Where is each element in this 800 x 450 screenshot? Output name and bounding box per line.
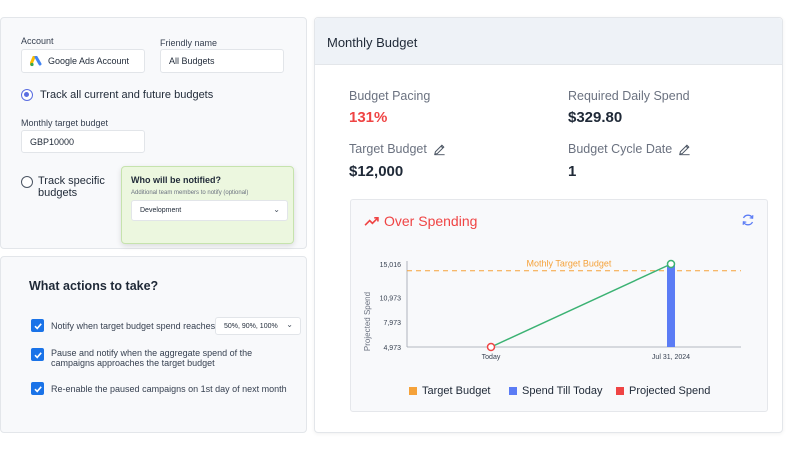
account-label: Account	[21, 36, 54, 46]
y-tick-label: 10,973	[380, 295, 402, 302]
account-select[interactable]: Google Ads Account	[21, 49, 145, 73]
pacing-value: 131%	[349, 109, 388, 126]
projected-point-start	[486, 342, 496, 352]
chevron-down-icon: ⌄	[286, 320, 293, 329]
required-daily-value: $329.80	[568, 109, 623, 126]
pause-campaigns-text: Pause and notify when the aggregate spen…	[51, 348, 252, 368]
projected-point-end	[666, 259, 676, 269]
track-all-radio[interactable]	[21, 89, 33, 101]
pencil-icon[interactable]	[678, 143, 691, 156]
monthly-target-value: GBP10000	[30, 136, 75, 147]
track-specific-label: Track specific budgets	[38, 175, 105, 199]
legend-label: Spend Till Today	[522, 385, 603, 397]
spend-bar	[667, 264, 675, 347]
actions-title: What actions to take?	[29, 279, 159, 293]
x-tick-label: Jul 31, 2024	[652, 354, 690, 361]
chevron-down-icon: ⌄	[273, 205, 280, 214]
y-tick-label: 7,973	[383, 320, 401, 327]
status-row: Over Spending	[364, 213, 477, 229]
y-axis-label: Projected Spend	[363, 292, 372, 351]
budget-settings-panel: Account Google Ads Account Friendly name…	[0, 17, 307, 249]
track-specific-line1: Track specific	[38, 175, 105, 187]
monthly-target-input[interactable]: GBP10000	[21, 130, 145, 153]
monthly-budget-panel: Monthly Budget Budget Pacing 131% Requir…	[314, 17, 783, 433]
check-icon	[33, 351, 42, 359]
budget-header: Monthly Budget	[315, 18, 782, 65]
track-all-label: Track all current and future budgets	[40, 89, 214, 101]
legend-label: Projected Spend	[629, 385, 711, 397]
legend-swatch	[409, 387, 417, 395]
projected-line	[490, 263, 672, 348]
pacing-label: Budget Pacing	[349, 89, 431, 103]
legend-spend-till-today: Spend Till Today	[509, 385, 603, 397]
cycle-date-value: 1	[568, 163, 577, 180]
notify-threshold-text: Notify when target budget spend reaches	[51, 321, 216, 331]
cycle-date-label: Budget Cycle Date	[568, 142, 673, 156]
notify-subtitle: Additional team members to notify (optio…	[131, 190, 249, 196]
legend-target-budget: Target Budget	[409, 385, 491, 397]
track-specific-line2: budgets	[38, 187, 78, 199]
pencil-icon[interactable]	[433, 143, 446, 156]
legend-swatch	[616, 387, 624, 395]
cycle-date-label-row: Budget Cycle Date	[568, 142, 691, 156]
notify-select[interactable]: Development ⌄	[131, 200, 288, 221]
legend-swatch	[509, 387, 517, 395]
check-icon	[33, 385, 42, 393]
target-line-label: Mothly Target Budget	[527, 259, 612, 269]
status-title: Over Spending	[384, 213, 478, 229]
notify-popover: Who will be notified? Additional team me…	[121, 166, 294, 244]
chart-card: Over Spending 15,016 10,973 7,973 4,973 Proj…	[350, 199, 768, 412]
budget-title: Monthly Budget	[327, 35, 418, 50]
notify-threshold-checkbox[interactable]	[31, 319, 44, 332]
target-budget-value: $12,000	[349, 163, 404, 180]
legend-projected-spend: Projected Spend	[616, 385, 710, 397]
reenable-campaigns-text: Re-enable the paused campaigns on 1st da…	[51, 384, 287, 394]
threshold-select[interactable]: 50%, 90%, 100% ⌄	[215, 317, 301, 335]
target-budget-label-row: Target Budget	[349, 142, 446, 156]
friendly-name-input[interactable]: All Budgets	[160, 49, 284, 73]
pause-campaigns-checkbox[interactable]	[31, 348, 44, 361]
check-icon	[33, 322, 42, 330]
target-budget-label: Target Budget	[349, 142, 427, 156]
required-daily-label: Required Daily Spend	[568, 89, 690, 103]
threshold-value: 50%, 90%, 100%	[224, 322, 278, 330]
x-tick-label: Today	[482, 354, 501, 361]
reenable-campaigns-checkbox[interactable]	[31, 382, 44, 395]
friendly-name-label: Friendly name	[160, 38, 218, 48]
friendly-name-value: All Budgets	[169, 56, 215, 66]
account-value: Google Ads Account	[48, 56, 130, 66]
monthly-target-label: Monthly target budget	[21, 118, 109, 128]
actions-panel: What actions to take? Notify when target…	[0, 256, 307, 433]
trending-up-icon	[364, 216, 379, 226]
projected-spend-chart: 15,016 10,973 7,973 4,973 Projected Spend Mot…	[363, 259, 741, 361]
y-tick-label: 4,973	[383, 345, 401, 352]
pause-campaigns-line1: Pause and notify when the aggregate spen…	[51, 348, 253, 358]
refresh-icon[interactable]	[741, 213, 755, 227]
pause-campaigns-line2: campaigns approaches the target budget	[51, 358, 215, 368]
y-tick-label: 15,016	[380, 262, 402, 269]
google-ads-icon	[30, 55, 42, 66]
notify-selected: Development	[140, 207, 182, 214]
legend-label: Target Budget	[422, 385, 491, 397]
notify-title: Who will be notified?	[131, 175, 221, 185]
track-specific-radio[interactable]	[21, 176, 33, 188]
